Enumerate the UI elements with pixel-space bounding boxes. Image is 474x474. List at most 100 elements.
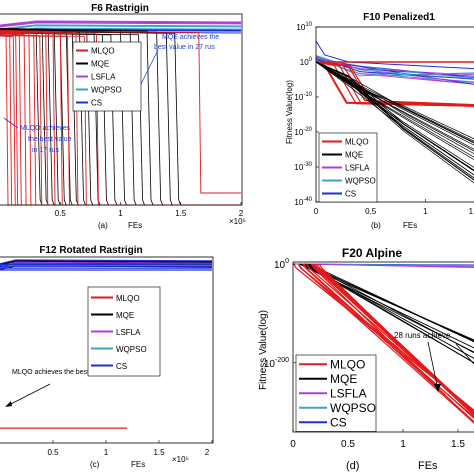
panel-c-xlabel: FEs: [131, 460, 145, 469]
panel-d-x-tick-label: 0: [290, 439, 296, 450]
legend-label-cs: CS: [330, 415, 347, 429]
panel-c-annotation-arrow: [6, 383, 51, 407]
panel-b-title: F10 Penalized1: [363, 12, 435, 23]
panel-a-x-tick-label: 1.5: [175, 209, 187, 218]
panel-d-x-tick-label: 1.5: [451, 439, 465, 450]
series-mqe-line: [0, 30, 182, 206]
series-mlqo-line: [306, 263, 474, 413]
panel-a-x-tick-label: 0.5: [55, 209, 67, 218]
panel-b-y-tick-label: 10-10: [294, 92, 312, 102]
series-mlqo-line: [315, 61, 474, 107]
legend-label-wqpso: WQPSO: [91, 85, 122, 94]
series-lsfla-line: [0, 20, 242, 26]
series-cs-line: [0, 262, 213, 268]
series-mlqo-line: [315, 61, 474, 107]
series-mqe-line: [309, 263, 474, 343]
legend-label-wqpso: WQPSO: [330, 401, 376, 415]
series-mlqo-line: [302, 263, 474, 423]
panel-d-title: F20 Alpine: [342, 246, 403, 260]
panel-a-annotation-arrow-2: [3, 117, 19, 129]
series-lsfla-line: [0, 21, 242, 27]
panel-d-sublabel: (d): [346, 460, 359, 472]
series-mqe-line: [315, 61, 474, 142]
legend-label-mqe: MQE: [116, 311, 134, 320]
series-wqpso-line: [0, 24, 242, 30]
series-mlqo-line: [315, 61, 474, 106]
panel-a-annotation-mlqo-2: the best value: [28, 136, 72, 143]
panel-c-x-ticks: 0.5 1 1.5 2: [47, 440, 213, 457]
panel-c-x-tick-label: 0.5: [47, 448, 59, 457]
panel-d-xlabel: FEs: [418, 460, 438, 472]
legend-label-lsfla: LSFLA: [330, 386, 367, 400]
panel-b-y-tick-label: 100: [300, 57, 313, 67]
legend-label-cs: CS: [116, 362, 127, 371]
panel-d-f20-alpine: F20 Alpine Fitness Value(log) 10010-200 …: [258, 246, 474, 472]
panel-a-legend: MLQO MQE LSFLA WQPSO CS: [72, 41, 142, 112]
series-mlqo-line: [318, 263, 474, 417]
panel-a-annotation-mqe-1: MQE achieves the: [162, 34, 219, 41]
series-mqe-line: [0, 29, 164, 206]
panel-b-ylabel: Fitness Value(log): [285, 80, 294, 144]
panel-a-x-tick-label: 1: [118, 209, 123, 218]
series-mqe-line: [315, 61, 474, 172]
panel-b-y-tick-label: 10-30: [294, 162, 312, 172]
panel-c-legend: MLQO MQE LSFLA WQPSO CS: [87, 286, 161, 377]
series-mlqo-line: [315, 61, 474, 107]
panel-c-x-tick-label: 1.5: [153, 448, 165, 457]
panel-a-sublabel: (a): [98, 221, 108, 230]
series-mqe-line: [315, 61, 474, 179]
panel-b-lines: [315, 40, 474, 184]
panel-c-lines: [0, 259, 213, 429]
series-mlqo-line: [293, 263, 474, 412]
panel-a-x-tick-label: 2: [239, 209, 244, 218]
legend-label-mqe: MQE: [91, 59, 109, 68]
panel-b-xlabel: FEs: [403, 221, 417, 230]
legend-label-wqpso: WQPSO: [116, 345, 147, 354]
series-mlqo-line: [315, 61, 474, 106]
panel-d-annotation-arrow-2: [427, 341, 439, 391]
panel-c-annotation: MLQO achieves the best value in 1 run: [12, 369, 133, 376]
panel-b-x-tick-label: 0: [314, 207, 319, 216]
series-mlqo-line: [315, 61, 474, 106]
series-mlqo-line: [0, 30, 241, 194]
series-mlqo-line: [315, 61, 474, 107]
panel-d-annotation-arrowhead: [434, 384, 441, 392]
legend-label-mlqo: MLQO: [91, 46, 115, 55]
panel-b-f10-penalized1: F10 Penalized1 Fitness Value(log) 101010…: [285, 12, 474, 230]
legend-label-cs: CS: [345, 189, 356, 198]
panel-b-x-tick-label: 1: [423, 207, 428, 216]
legend-label-mqe: MQE: [330, 372, 357, 386]
panel-b-x-tick-label: 0.5: [365, 207, 377, 216]
panel-d-y-tick-label: 100: [274, 258, 289, 271]
panel-c-f12-rotated-rastrigin: F12 Rotated Rastrigin 0.5 1 1.5 2 ×10⁵ (c) …: [0, 245, 214, 469]
panel-a-xlabel: FEs: [128, 221, 142, 230]
panel-b-y-tick-label: 1010: [296, 22, 312, 32]
panel-a-x-exponent: ×10⁵: [229, 217, 246, 226]
panel-d-lines: [292, 263, 474, 424]
panel-c-x-tick-label: 1: [104, 448, 109, 457]
series-mlqo-line: [298, 263, 474, 424]
series-mlqo-line: [315, 61, 474, 106]
legend-label-cs: CS: [91, 98, 102, 107]
panel-a-annotation-arrow-1: [139, 49, 159, 87]
panel-d-annotation: 28 runs achieve: [394, 331, 451, 340]
series-wqpso-line: [315, 55, 474, 80]
panel-a-f6-rastrigin: F6 Rastrigin 0.5 1 1.5 2 ×10⁵ (a) FEs MQE a…: [0, 3, 246, 230]
panel-b-y-tick-label: 10-20: [294, 127, 312, 137]
series-mqe-line: [315, 61, 474, 155]
panel-b-y-tick-label: 10-40: [294, 197, 312, 207]
series-mqe-line: [0, 28, 154, 206]
panel-b-legend: MLQO MQE LSFLA WQPSO CS: [318, 132, 378, 203]
panel-c-x-exponent: ×10⁵: [172, 455, 189, 464]
panel-d-axes-frame: [292, 261, 474, 433]
panel-d-y-tick-label: 10-200: [264, 357, 289, 370]
series-mlqo-line: [316, 263, 474, 414]
panel-d-ylabel: Fitness Value(log): [258, 310, 269, 390]
legend-label-lsfla: LSFLA: [345, 163, 370, 172]
panel-b-axes-frame: [315, 26, 474, 203]
panel-b-x-tick-label: 1.: [469, 207, 474, 216]
legend-label-mlqo: MLQO: [345, 137, 369, 146]
panel-d-x-tick-label: 1: [400, 439, 406, 450]
